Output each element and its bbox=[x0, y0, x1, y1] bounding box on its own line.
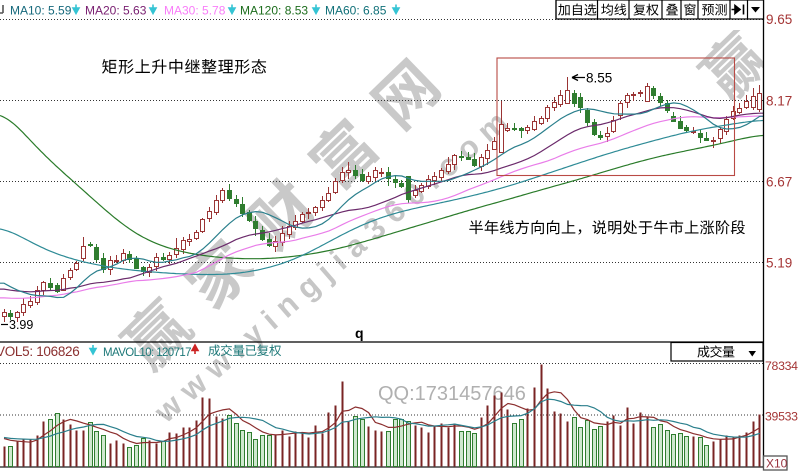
svg-text:MA30: 5.78: MA30: 5.78 bbox=[164, 4, 226, 18]
svg-text:78334: 78334 bbox=[765, 359, 798, 373]
svg-text:8.55: 8.55 bbox=[586, 71, 612, 86]
svg-text:MA120: 8.53: MA120: 8.53 bbox=[240, 4, 308, 18]
svg-text:VOL5: 106826: VOL5: 106826 bbox=[0, 344, 79, 359]
svg-text:39533: 39533 bbox=[765, 410, 798, 424]
svg-text:MAVOL10: 120717: MAVOL10: 120717 bbox=[103, 347, 191, 359]
svg-text:3.99: 3.99 bbox=[9, 318, 33, 332]
svg-text:6.67: 6.67 bbox=[766, 175, 792, 190]
svg-text:8.17: 8.17 bbox=[766, 94, 792, 109]
svg-text:MA60: 6.85: MA60: 6.85 bbox=[325, 4, 387, 18]
svg-text:MA10: 5.59: MA10: 5.59 bbox=[10, 4, 72, 18]
svg-text:5.19: 5.19 bbox=[766, 256, 792, 271]
svg-text:MA20: 5.63: MA20: 5.63 bbox=[85, 4, 147, 18]
svg-text:QQ:1731457646: QQ:1731457646 bbox=[378, 383, 526, 405]
svg-text:9.65: 9.65 bbox=[766, 12, 792, 27]
svg-text:X10: X10 bbox=[766, 457, 788, 471]
svg-text:q: q bbox=[355, 325, 364, 341]
